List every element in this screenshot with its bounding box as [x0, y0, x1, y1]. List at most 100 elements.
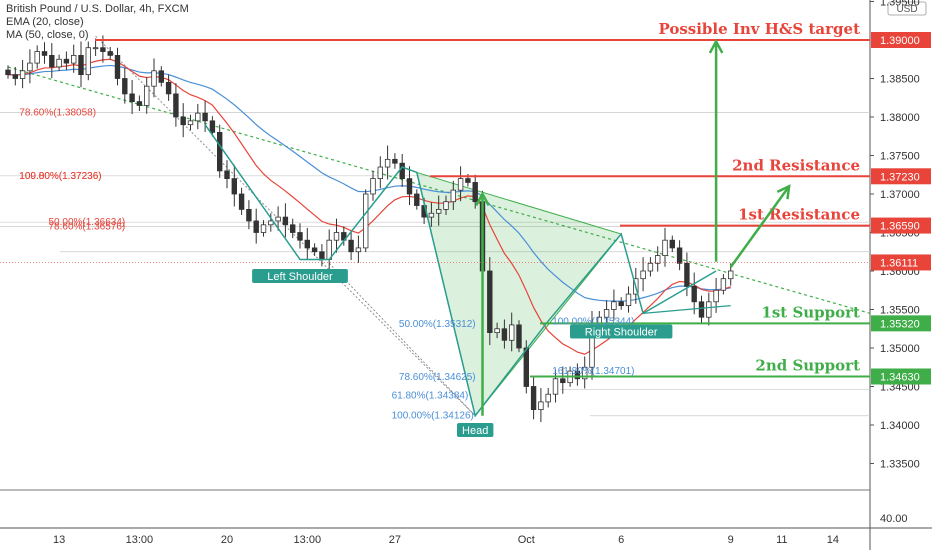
candle-body [180, 116, 186, 126]
candle-body [304, 239, 310, 249]
pattern-label-text: Right Shoulder [585, 326, 658, 338]
candle-body [691, 285, 697, 303]
candle-body [114, 55, 121, 79]
level-annotation: Possible Inv H&S target [658, 20, 860, 38]
candle-body [618, 301, 624, 307]
x-tick-label: 14 [827, 534, 839, 546]
level-price-text: 1.36111 [880, 257, 918, 269]
candle-body [530, 386, 537, 411]
candle-body [289, 224, 296, 233]
ma-legend: MA (50, close, 0) [6, 29, 89, 41]
candle-body [253, 220, 259, 233]
y-tick-label: 1.37000 [880, 189, 920, 201]
candle-body [501, 328, 508, 341]
level-price-text: 1.35320 [880, 318, 920, 330]
candle-body [282, 216, 289, 226]
fib-label: 78.60%(1.36576) [49, 222, 126, 233]
level-price-text: 1.37230 [880, 171, 920, 183]
fib-label: 100.00%(1.37236) [19, 171, 101, 182]
level-annotation: 2nd Resistance [732, 156, 860, 174]
neckline-segment [643, 305, 731, 314]
candle-body [560, 378, 566, 384]
x-tick-label: Oct [518, 534, 535, 546]
candle-body [414, 193, 420, 206]
candle-body [574, 370, 581, 380]
level-annotation: 1st Support [761, 303, 860, 321]
fib-label: 109.80%(1.37236) [19, 171, 101, 182]
candle-body [625, 293, 632, 307]
candle-body [676, 247, 683, 264]
x-tick-label: 20 [221, 534, 233, 546]
candle-body [487, 270, 493, 333]
y-tick-label: 1.38000 [880, 112, 920, 124]
candle-body [122, 78, 128, 95]
ema-legend: EMA (20, close) [6, 16, 84, 28]
fib-label: 100.00%(1.35344) [552, 317, 634, 328]
fib-label: 161.80%(1.34701) [552, 366, 634, 377]
target-arrow-head [708, 38, 724, 54]
fib-label: 78.60%(1.38058) [19, 108, 96, 119]
candle-body [275, 216, 281, 222]
candle-body [457, 178, 464, 191]
candle-body [19, 70, 26, 79]
level-price-tag [871, 254, 931, 271]
candle-body [443, 201, 449, 210]
y-tick-label: 1.34000 [880, 420, 920, 432]
pattern-label-bg [457, 423, 494, 437]
candle-body [158, 70, 164, 83]
x-tick-label: 9 [728, 534, 734, 546]
candle-body [450, 189, 456, 203]
y-tick-label: 1.33500 [880, 459, 920, 471]
currency-box [887, 1, 927, 16]
candle-body [107, 51, 113, 56]
candle-body [428, 212, 435, 218]
candle-body [238, 193, 245, 210]
candle-body [611, 301, 617, 310]
candle-body [268, 220, 274, 226]
candle-body [516, 324, 522, 349]
candle-body [71, 55, 77, 64]
candle-body [49, 55, 55, 68]
breakout-arrow [729, 185, 791, 268]
x-tick-label: 11 [776, 534, 787, 546]
x-tick-label: 13:00 [294, 534, 322, 546]
candle-body [406, 178, 413, 195]
arrows [475, 38, 791, 416]
candle-body [706, 301, 712, 318]
candle-body [41, 51, 48, 56]
fib-diagonal-2 [328, 263, 476, 417]
candle-body [523, 347, 529, 387]
pattern-label-bg [252, 269, 348, 283]
candle-body [545, 393, 551, 403]
x-tick-label: 27 [389, 534, 401, 546]
level-price-text: 1.34630 [880, 371, 920, 383]
candle-body [508, 324, 515, 341]
level-price-tag [871, 168, 931, 185]
candle-body [720, 278, 727, 291]
pattern-labels: Left Shoulder Head Right Shoulder [252, 269, 673, 437]
level-price-tag [871, 32, 931, 48]
pattern-label-bg [570, 324, 673, 339]
pattern-label-text: Head [462, 425, 488, 437]
candle-body [224, 170, 230, 179]
candle-body [655, 255, 661, 264]
candle-body [56, 58, 62, 68]
y-tick-label: 1.39500 [880, 0, 920, 9]
level-annotation: 1st Resistance [738, 206, 860, 224]
candle-body [231, 178, 237, 195]
level-price-tag [871, 368, 931, 385]
candle-body [92, 47, 99, 50]
candle-body [582, 366, 588, 380]
level-price-text: 1.36590 [880, 221, 920, 233]
pattern-label-text: Left Shoulder [267, 271, 333, 283]
candle-body [640, 270, 646, 280]
y-tick-label: 1.35000 [880, 343, 920, 355]
fib-labels: 78.60%(1.38058) 100.00%(1.37236)109.80%(1… [19, 108, 634, 422]
candle-body [472, 182, 478, 203]
candle-body [173, 93, 179, 118]
volume-axis-label: 40.00 [880, 513, 908, 525]
candle-body [151, 70, 157, 87]
candle-body [392, 158, 398, 164]
candle-body [297, 232, 303, 241]
